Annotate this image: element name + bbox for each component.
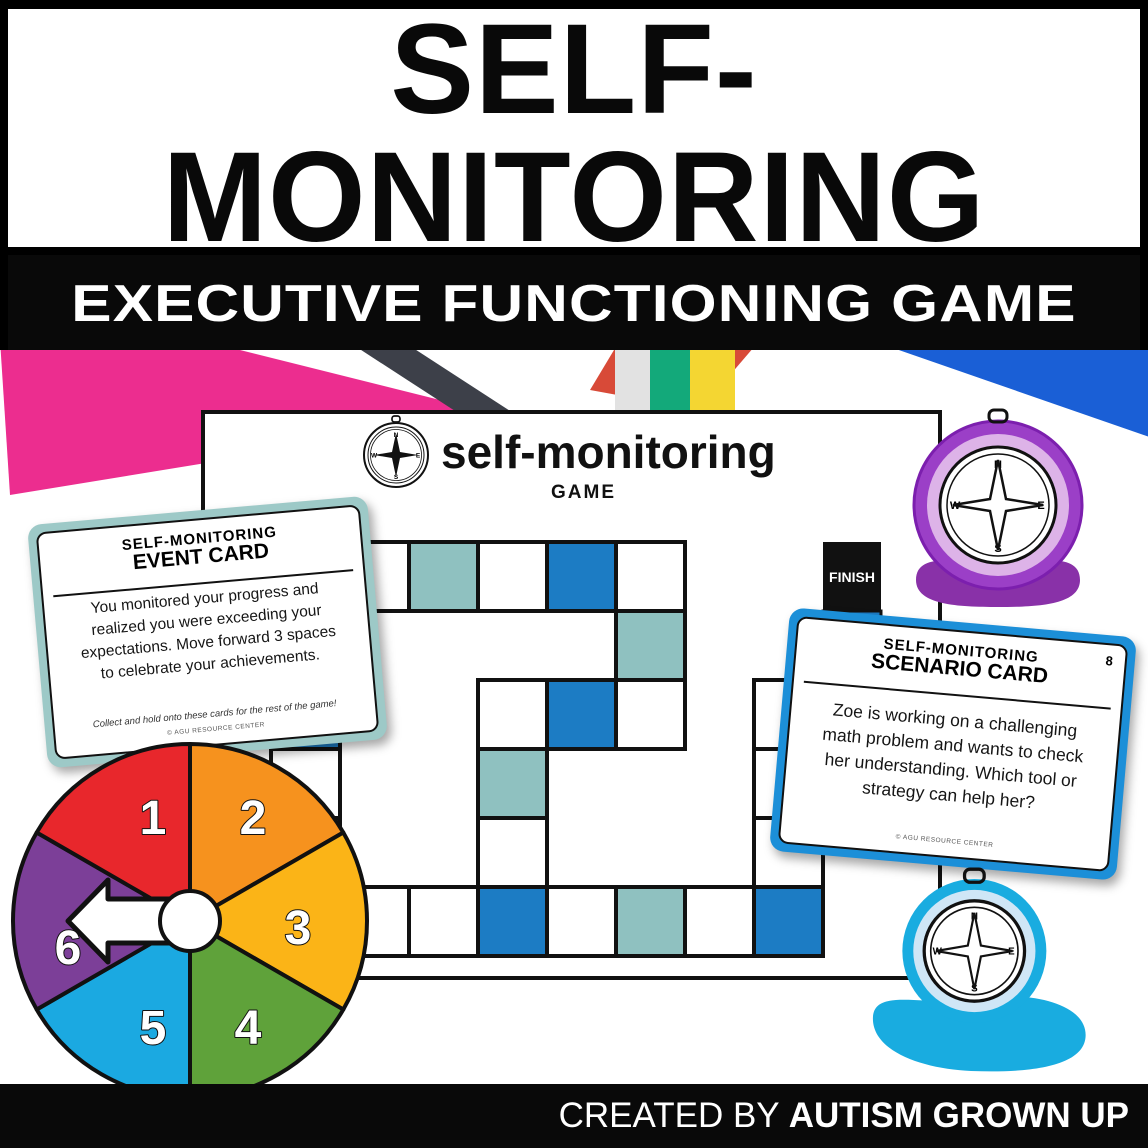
- svg-text:E: E: [416, 453, 421, 460]
- svg-text:2: 2: [240, 792, 267, 845]
- svg-text:FINISH: FINISH: [829, 569, 875, 585]
- svg-text:1: 1: [140, 792, 167, 845]
- svg-text:5: 5: [140, 1002, 167, 1055]
- svg-text:3: 3: [285, 902, 312, 955]
- svg-text:4: 4: [235, 1002, 262, 1055]
- svg-text:GAME: GAME: [551, 482, 616, 503]
- svg-text:self-monitoring: self-monitoring: [441, 426, 776, 478]
- svg-text:W: W: [371, 453, 378, 460]
- svg-text:6: 6: [55, 922, 82, 975]
